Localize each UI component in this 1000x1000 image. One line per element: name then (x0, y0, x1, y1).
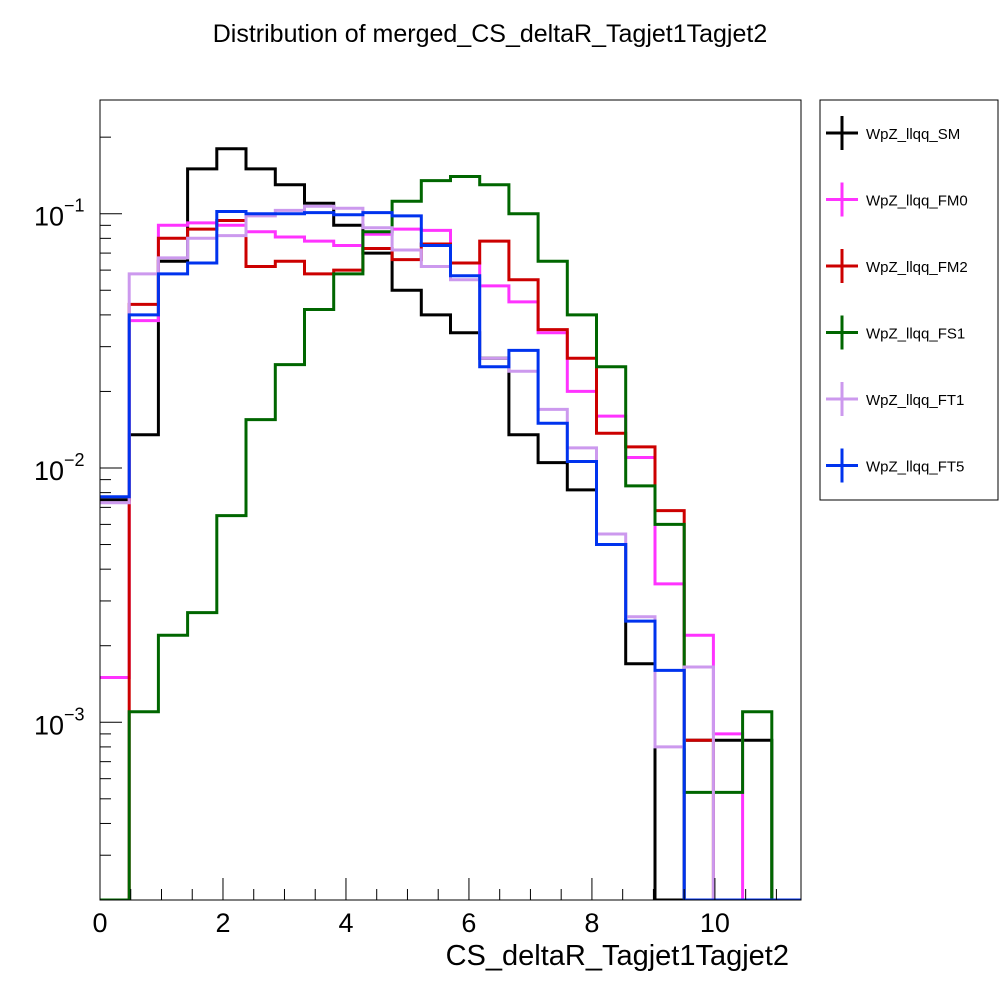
y-tick-label: 10−1 (34, 196, 85, 232)
x-axis-label: CS_deltaR_Tagjet1Tagjet2 (446, 940, 789, 972)
chart-title: Distribution of merged_CS_deltaR_Tagjet1… (213, 20, 768, 48)
x-axis: 0 2 4 6 8 10 (92, 878, 777, 938)
legend-entry: WpZ_llqq_SM (826, 116, 960, 150)
plot-frame (99, 99, 802, 901)
legend-box (819, 99, 999, 501)
x-tick-label: 4 (338, 908, 353, 938)
series-line-WpZ_llqq_FT5 (100, 210, 801, 900)
x-tick-label: 6 (461, 908, 476, 938)
legend-label: WpZ_llqq_FT1 (866, 392, 964, 409)
legend-entry: WpZ_llqq_FT1 (826, 382, 964, 416)
legend-entry: WpZ_llqq_FM0 (826, 182, 968, 217)
series-line-WpZ_llqq_SM (100, 147, 801, 900)
legend: WpZ_llqq_SM WpZ_llqq_FM0 WpZ_llqq_FM2 WpZ_l… (819, 99, 999, 501)
x-tick-label: 10 (700, 908, 730, 938)
series-line-WpZ_llqq_FS1 (100, 175, 801, 900)
legend-entry: WpZ_llqq_FT5 (826, 448, 964, 483)
series-layer (100, 147, 801, 900)
y-axis: 10−1 10−2 10−3 (34, 136, 122, 901)
legend-label: WpZ_llqq_FM0 (866, 193, 968, 210)
legend-entry: WpZ_llqq_FM2 (826, 249, 968, 283)
x-tick-label: 0 (92, 908, 107, 938)
series-line-WpZ_llqq_FT1 (100, 204, 801, 900)
x-tick-label: 8 (584, 908, 599, 938)
x-tick-label: 2 (215, 908, 230, 938)
legend-label: WpZ_llqq_FM2 (866, 259, 968, 276)
y-tick-label: 10−3 (34, 704, 85, 740)
y-tick-label: 10−2 (34, 450, 85, 486)
legend-label: WpZ_llqq_SM (866, 126, 960, 143)
legend-label: WpZ_llqq_FT5 (866, 459, 964, 476)
legend-label: WpZ_llqq_FS1 (866, 326, 965, 343)
legend-entry: WpZ_llqq_FS1 (826, 315, 965, 350)
